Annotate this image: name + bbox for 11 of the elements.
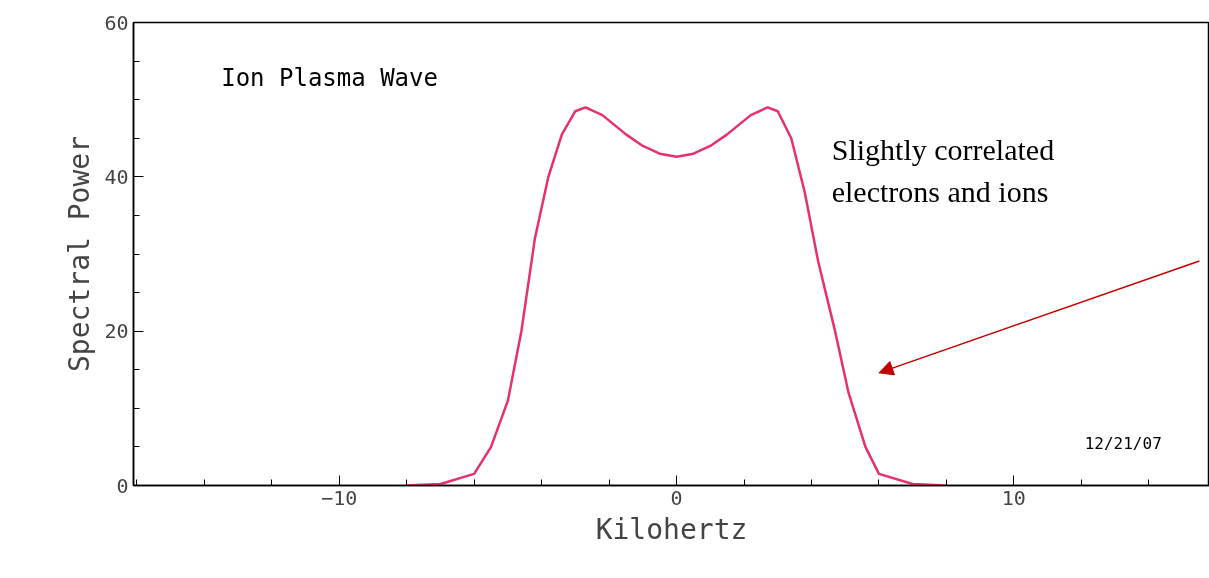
- x-axis-title: Kilohertz: [595, 512, 748, 546]
- x-tick-label: 10: [1001, 485, 1026, 510]
- y-tick-label: 40: [104, 164, 129, 189]
- annotation: Slightly correlated electrons and ions: [831, 133, 1055, 208]
- y-tick-label: 20: [104, 319, 129, 344]
- x-tick-label: −10: [321, 485, 358, 510]
- y-axis-title: Spectral Power: [63, 135, 97, 372]
- annotation: 12/21/07: [1084, 434, 1162, 454]
- y-tick-label: 60: [104, 10, 129, 35]
- annotation: Ion Plasma Wave: [221, 63, 438, 92]
- x-tick-label: 0: [670, 485, 683, 510]
